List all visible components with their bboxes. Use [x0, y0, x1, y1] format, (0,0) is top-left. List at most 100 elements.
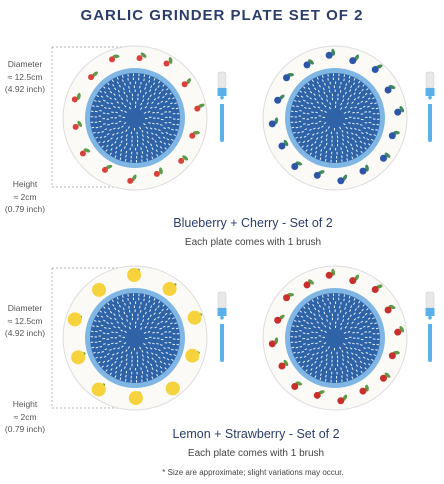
fruit: [187, 310, 202, 325]
leaf: [182, 155, 189, 161]
fruit: [359, 387, 367, 395]
fruit: [371, 286, 379, 294]
fruit: [394, 328, 402, 336]
caption: Lemon + Strawberry - Set of 2: [172, 427, 339, 441]
fruit: [67, 312, 82, 327]
fruit: [349, 277, 357, 285]
fruit: [274, 316, 282, 324]
fruit: [303, 61, 311, 69]
fruit: [128, 390, 143, 405]
leaf: [159, 167, 163, 175]
leaf: [168, 57, 173, 64]
leaf: [384, 152, 391, 158]
fruit: [136, 55, 143, 62]
fruit: [91, 382, 106, 397]
fruit: [359, 167, 367, 175]
fruit: [127, 268, 142, 283]
fruit: [163, 60, 170, 67]
section: Diameter ≈ 12.5cm (4.92 inch) Height ≈ 2…: [5, 265, 435, 459]
plate: [62, 265, 208, 411]
fruit: [88, 74, 95, 81]
fruit: [283, 294, 291, 302]
dim-label: Diameter: [8, 59, 43, 69]
plate: [262, 265, 408, 411]
fruit: [268, 120, 276, 128]
leaf: [283, 139, 289, 147]
fruit: [388, 352, 396, 360]
fruit: [162, 281, 177, 296]
fruit: [283, 74, 291, 82]
plate: [262, 45, 408, 191]
leaf: [384, 372, 391, 378]
leaf: [399, 326, 405, 333]
fruit: [384, 86, 392, 94]
dim-label: Height: [13, 179, 38, 189]
fruit: [79, 150, 86, 157]
fruit: [189, 132, 196, 139]
fruit: [278, 142, 286, 150]
fruit: [278, 362, 286, 370]
fruit: [313, 171, 321, 179]
dim-value: ≈ 12.5cm: [8, 72, 43, 82]
grater: [84, 287, 186, 389]
leaf: [197, 103, 205, 108]
brush: [217, 291, 227, 363]
dim-value: (0.79 inch): [5, 204, 45, 214]
fruit: [337, 397, 345, 405]
note: Each plate comes with 1 brush: [185, 237, 321, 248]
grater: [284, 67, 386, 169]
fruit: [325, 51, 333, 59]
fruit: [371, 66, 379, 74]
leaf: [92, 71, 98, 77]
fruit: [274, 96, 282, 104]
brush: [425, 71, 435, 143]
leaf: [83, 148, 91, 153]
dim-value: (4.92 inch): [5, 328, 45, 338]
grater: [284, 287, 386, 389]
fruit: [153, 170, 160, 177]
leaf: [192, 130, 200, 135]
title: GARLIC GRINDER PLATE SET OF 2: [81, 7, 364, 24]
fruit: [268, 340, 276, 348]
fruit: [384, 306, 392, 314]
fruit: [291, 162, 299, 170]
fruit: [72, 123, 79, 130]
dim-value: (4.92 inch): [5, 84, 45, 94]
footnote: * Size are approximate; slight variation…: [162, 468, 343, 477]
dim-label: Height: [13, 399, 38, 409]
fruit: [388, 132, 396, 140]
fruit: [71, 350, 86, 365]
fruit: [178, 157, 185, 164]
fruit: [291, 382, 299, 390]
fruit: [349, 57, 357, 65]
grater: [84, 67, 186, 169]
leaf: [105, 164, 113, 170]
fruit: [337, 177, 345, 185]
fruit: [109, 56, 116, 63]
fruit: [379, 374, 387, 382]
fruit: [101, 166, 108, 173]
note: Each plate comes with 1 brush: [188, 448, 324, 459]
fruit: [303, 281, 311, 289]
fruit: [194, 105, 201, 112]
leaf: [308, 59, 314, 65]
dim-value: ≈ 2cm: [13, 192, 36, 202]
fruit: [394, 108, 402, 116]
leaf: [283, 359, 289, 367]
fruit: [92, 282, 107, 297]
fruit: [71, 96, 78, 103]
dim-value: (0.79 inch): [5, 424, 45, 434]
brush: [425, 291, 435, 363]
leaf: [399, 106, 405, 113]
fruit: [165, 381, 180, 396]
leaf: [77, 120, 83, 128]
leaf: [112, 54, 120, 59]
fruit: [181, 81, 188, 88]
section: Diameter ≈ 12.5cm (4.92 inch) Height ≈ 2…: [5, 45, 435, 248]
leaf: [140, 52, 147, 58]
leaf: [186, 78, 191, 85]
fruit: [379, 154, 387, 162]
fruit: [313, 391, 321, 399]
